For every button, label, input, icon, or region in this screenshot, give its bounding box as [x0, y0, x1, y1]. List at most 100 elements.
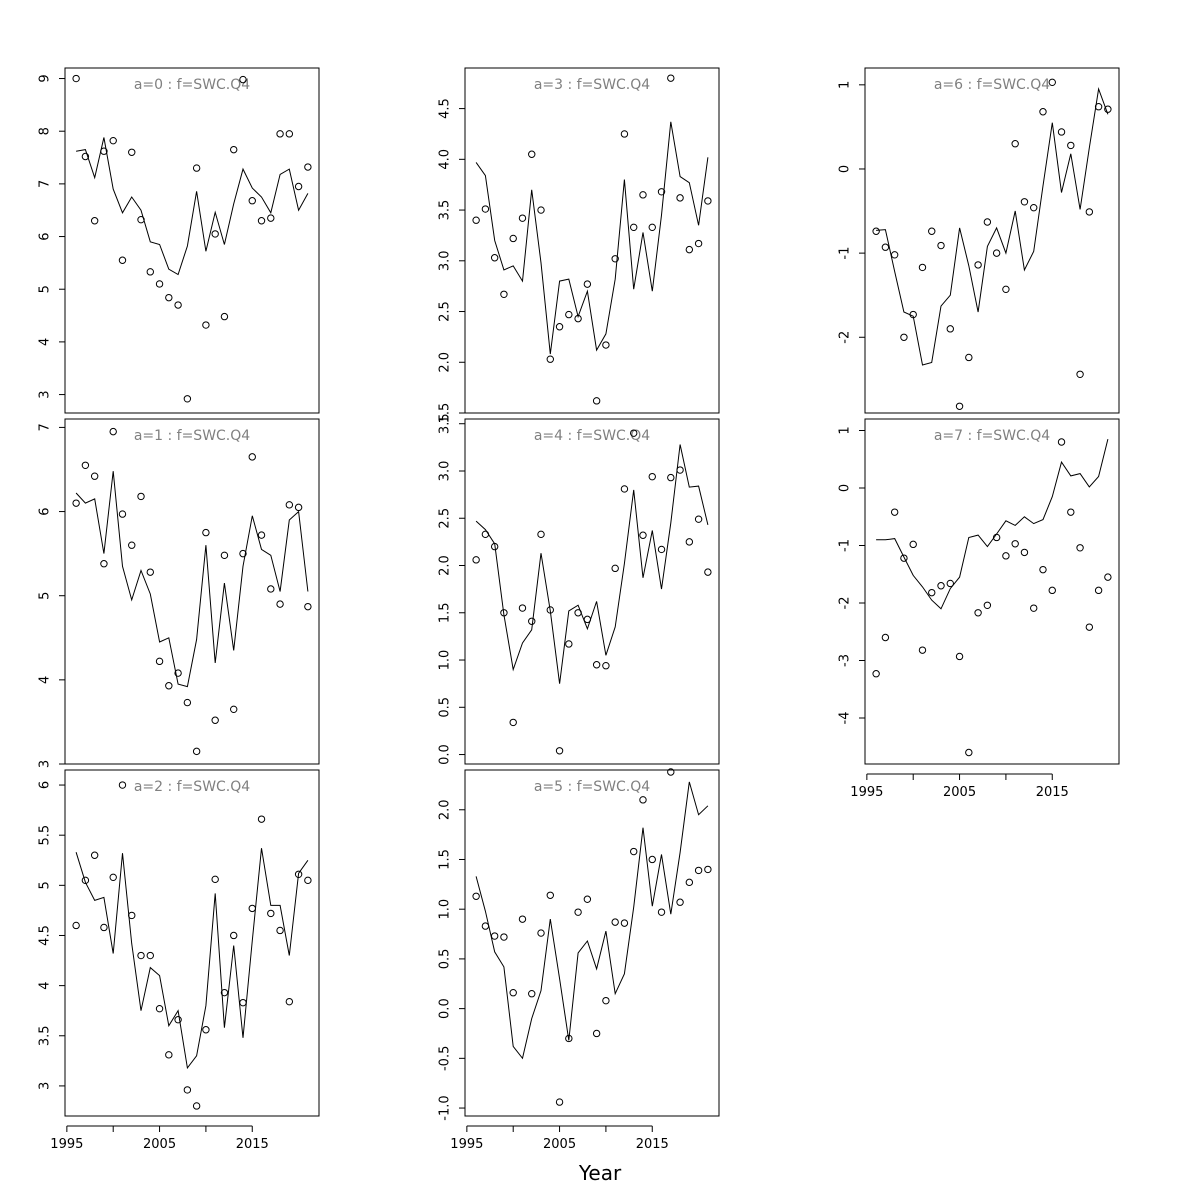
- observed-point: [602, 341, 610, 349]
- observed-point: [1076, 370, 1084, 378]
- observed-point: [518, 214, 527, 222]
- observed-point: [611, 564, 619, 573]
- observed-point: [946, 579, 954, 588]
- observed-point: [648, 223, 656, 232]
- fitted-line: [75, 848, 309, 1070]
- observed-point: [1039, 565, 1047, 574]
- observed-point: [574, 908, 582, 916]
- observed-point: [1020, 198, 1029, 206]
- observed-point: [974, 261, 982, 269]
- y-tick-label: 3.5: [438, 200, 453, 221]
- observed-point: [230, 931, 238, 940]
- observed-point: [192, 747, 201, 756]
- observed-point: [611, 255, 619, 263]
- observed-point: [639, 531, 647, 539]
- panel-frame: [64, 418, 320, 765]
- observed-point: [583, 280, 592, 288]
- observed-point: [592, 1029, 601, 1038]
- observed-point: [537, 206, 545, 214]
- observed-point: [546, 606, 554, 614]
- observed-point: [90, 851, 99, 859]
- observed-point: [611, 918, 619, 926]
- observed-point: [955, 652, 964, 661]
- observed-point: [137, 951, 145, 960]
- y-tick-label: 2.0: [438, 555, 453, 576]
- panel-a7: -4 -3 -2 -1 0 1 a=7 : f=SWC.Q4 1995 2005 2015: [838, 418, 1120, 800]
- observed-point: [900, 333, 908, 341]
- observed-point: [500, 290, 508, 298]
- observed-point: [928, 227, 936, 235]
- y-tick-label: -0.5: [438, 1046, 453, 1071]
- y-tick-label: 3: [38, 1082, 53, 1090]
- y-tick-label: 4: [38, 981, 53, 989]
- x-tick-label: 2005: [943, 785, 976, 800]
- observed-point: [657, 545, 666, 554]
- observed-point: [881, 243, 890, 251]
- observed-point: [239, 549, 247, 558]
- observed-point: [81, 876, 90, 885]
- y-tick-label: 2.5: [438, 301, 453, 322]
- observed-point: [909, 540, 917, 549]
- observed-point: [192, 1102, 201, 1110]
- observed-point: [490, 542, 499, 551]
- observed-point: [174, 669, 182, 677]
- observed-point: [928, 588, 936, 597]
- panel-title: a=2 : f=SWC.Q4: [134, 779, 250, 795]
- observed-point: [1057, 128, 1066, 136]
- observed-point: [639, 796, 647, 804]
- observed-point: [81, 152, 90, 161]
- observed-point: [267, 909, 275, 918]
- observed-point: [965, 353, 973, 362]
- observed-point: [639, 191, 647, 199]
- observed-point: [183, 395, 192, 403]
- y-tick-label: 7: [38, 423, 53, 431]
- y-tick-label: -2: [838, 331, 853, 344]
- y-tick-label: -3: [838, 654, 853, 667]
- observed-point: [900, 554, 908, 562]
- panel-title: a=1 : f=SWC.Q4: [134, 428, 250, 444]
- observed-point: [109, 873, 117, 882]
- observed-point: [220, 551, 229, 560]
- y-tick-label: 0.5: [438, 697, 453, 718]
- observed-point: [220, 312, 229, 321]
- observed-point: [294, 870, 303, 879]
- y-tick-label: 8: [38, 127, 53, 135]
- observed-point: [937, 582, 945, 590]
- observed-point: [211, 716, 219, 724]
- observed-point: [128, 148, 136, 156]
- observed-point: [630, 223, 638, 232]
- observed-point: [918, 263, 927, 272]
- y-tick-label: 7: [38, 180, 53, 188]
- observed-point: [481, 205, 490, 213]
- observed-point: [918, 646, 927, 654]
- observed-point: [583, 615, 592, 624]
- observed-point: [472, 556, 480, 564]
- observed-point: [1048, 586, 1056, 595]
- x-tick-label: 2015: [1036, 785, 1069, 800]
- observed-point: [890, 251, 899, 259]
- observed-point: [109, 136, 117, 145]
- observed-point: [230, 705, 238, 714]
- x-tick-label: 2005: [543, 1137, 576, 1152]
- y-tick-label: 3.5: [38, 1025, 53, 1046]
- observed-point: [983, 601, 992, 609]
- observed-point: [165, 1051, 173, 1059]
- observed-point: [667, 74, 675, 82]
- observed-point: [137, 492, 145, 501]
- x-tick-label: 2015: [636, 1137, 669, 1152]
- observed-point: [592, 661, 601, 669]
- observed-point: [90, 217, 99, 225]
- observed-point: [537, 530, 545, 539]
- fitted-line: [475, 444, 709, 684]
- observed-point: [1048, 78, 1056, 87]
- observed-point: [1011, 140, 1019, 148]
- observed-point: [528, 617, 536, 625]
- observed-point: [909, 310, 917, 319]
- fitted-line: [475, 121, 709, 355]
- observed-point: [965, 748, 973, 757]
- observed-point: [1002, 285, 1010, 294]
- y-tick-label: 5: [38, 285, 53, 293]
- y-tick-label: 3.5: [438, 413, 453, 434]
- observed-point: [174, 301, 182, 309]
- observed-point: [239, 75, 247, 84]
